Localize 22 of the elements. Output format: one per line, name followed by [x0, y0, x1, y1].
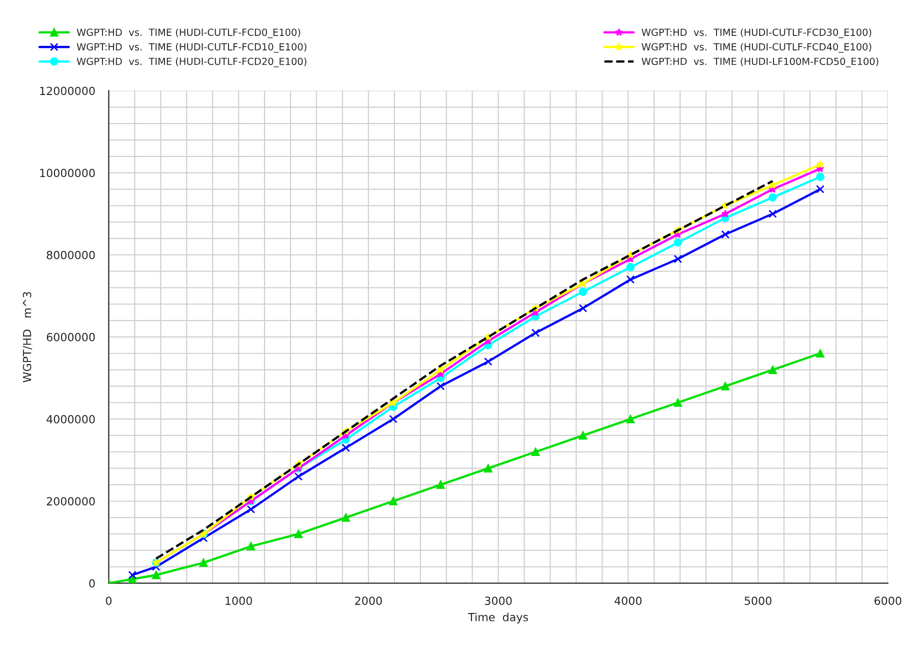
y-tick-label: 4000000 — [46, 415, 95, 424]
y-tick-label: 6000000 — [46, 332, 95, 342]
y-tick-label: 0 — [89, 579, 95, 588]
y-tick-label: 8000000 — [46, 250, 95, 260]
legend-label: WGPT:HD vs. TIME (HUDI-LF100M-FCD50_E100) — [642, 58, 878, 68]
legend-label: WGPT:HD vs. TIME (HUDI-CUTLF-FCD40_E100) — [642, 42, 872, 53]
legend-label: WGPT:HD vs. TIME (HUDI-CUTLF-FCD30_E100) — [642, 28, 872, 38]
x-tick-label: 3000 — [485, 596, 512, 605]
y-tick-label: 12000000 — [40, 86, 95, 96]
x-tick-label: 6000 — [874, 596, 902, 605]
x-tick-label: 2000 — [355, 596, 382, 605]
x-tick-label: 4000 — [614, 596, 642, 605]
x-tick-label: 0 — [106, 596, 112, 605]
legend-label: WGPT:HD vs. TIME (HUDI-CUTLF-FCD0_E100) — [76, 28, 300, 38]
y-tick-label: 10000000 — [40, 168, 95, 178]
y-axis-title: WGPT/HD m^3 — [22, 292, 32, 382]
x-axis-title: Time days — [468, 612, 528, 624]
x-tick-label: 5000 — [744, 596, 772, 605]
legend-label: WGPT:HD vs. TIME (HUDI-CUTLF-FCD10_E100) — [76, 42, 306, 53]
legend-label: WGPT:HD vs. TIME (HUDI-CUTLF-FCD20_E100) — [76, 58, 306, 68]
x-tick-label: 1000 — [226, 596, 252, 605]
y-tick-label: 2000000 — [46, 497, 95, 506]
